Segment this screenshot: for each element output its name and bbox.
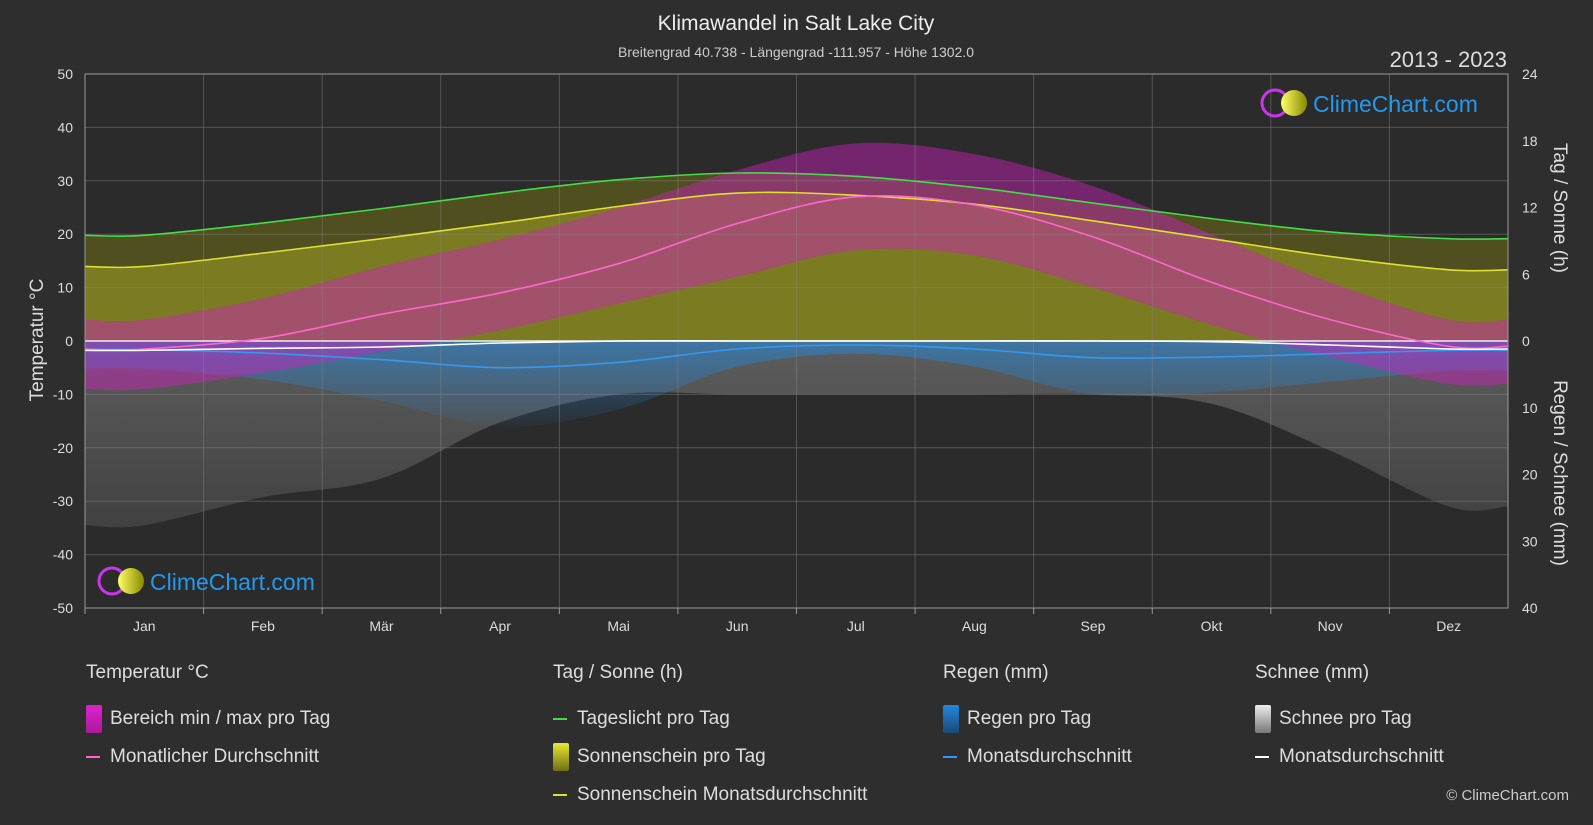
legend-label: Monatsdurchschnitt (967, 746, 1132, 767)
y-right-top-tick-label: 12 (1522, 200, 1538, 216)
legend-label: Schnee pro Tag (1279, 708, 1412, 729)
x-tick-label: Mär (369, 618, 393, 634)
axes: 50 40 30 20 10 0 -10 -20 -30 -40 -50 24 18 12 6 0 10 20 30… (53, 66, 1538, 634)
legend-item: Tageslicht pro Tag (553, 700, 867, 738)
x-tick-label: Nov (1318, 618, 1343, 634)
y-left-tick-label: 20 (57, 226, 73, 242)
x-tick-label: Apr (489, 618, 511, 634)
logo-sun-icon (118, 568, 144, 594)
y-left-tick-label: 40 (57, 119, 73, 135)
y-right-top-tick-label: 24 (1522, 66, 1538, 82)
y-right-bottom-tick-label: 40 (1522, 600, 1538, 616)
legend-item: Sonnenschein Monatsdurchschnitt (553, 776, 867, 814)
x-tick-label: Jan (133, 618, 156, 634)
y-right-bottom-label: Regen / Schnee (mm) (1549, 380, 1570, 566)
chart-title: Klimawandel in Salt Lake City (658, 12, 935, 35)
legend-label: Sonnenschein pro Tag (577, 746, 766, 767)
y-right-bottom-tick-label: 30 (1522, 533, 1538, 549)
rain-area (85, 341, 1508, 427)
x-tick-label: Aug (962, 618, 987, 634)
sunshine-swatch (553, 743, 569, 771)
chart-subtitle: Breitengrad 40.738 - Längengrad -111.957… (618, 44, 974, 60)
temp-range-area (85, 142, 1508, 391)
brand-logo-top: ClimeChart.com (1260, 88, 1478, 118)
y-left-tick-label: -10 (53, 386, 73, 402)
legend-item: Monatsdurchschnitt (943, 738, 1132, 776)
y-left-tick-label: -30 (53, 493, 73, 509)
snow-avg-swatch (1255, 756, 1269, 758)
y-left-tick-label: 10 (57, 280, 73, 296)
brand-text-top: ClimeChart.com (1313, 91, 1478, 117)
legend-item: Monatsdurchschnitt (1255, 738, 1444, 776)
legend-label: Sonnenschein Monatsdurchschnitt (577, 784, 868, 805)
legend-label: Tageslicht pro Tag (577, 708, 730, 729)
y-left-tick-label: -40 (53, 547, 73, 563)
legend-item: Regen pro Tag (943, 700, 1132, 738)
y-right-top-tick-label: 6 (1522, 266, 1530, 282)
rain-swatch (943, 705, 959, 733)
y-left-tick-label: 0 (65, 333, 73, 349)
legend: Temperatur °C Bereich min / max pro Tag … (0, 662, 1593, 805)
climate-chart: Klimawandel in Salt Lake City Breitengra… (27, 12, 1570, 634)
sunshine-avg-swatch (553, 794, 567, 796)
legend-label: Regen pro Tag (967, 708, 1092, 729)
legend-group-snow: Schnee (mm) Schnee pro Tag Monatsdurchsc… (1255, 662, 1444, 776)
x-tick-label: Feb (251, 618, 275, 634)
legend-group-title: Tag / Sonne (h) (553, 662, 683, 683)
legend-group-sun: Tag / Sonne (h) Tageslicht pro Tag Sonne… (553, 662, 867, 814)
legend-group-title: Temperatur °C (86, 662, 209, 683)
series-line-0 (84, 172, 1509, 240)
legend-group-title: Schnee (mm) (1255, 662, 1370, 683)
daylight-swatch (553, 718, 567, 720)
rain-avg-swatch (943, 756, 957, 758)
y-right-bottom-tick-label: 10 (1522, 400, 1538, 416)
brand-logo-bottom: ClimeChart.com (97, 566, 315, 596)
x-tick-label: Sep (1080, 618, 1105, 634)
legend-group-title: Regen (mm) (943, 662, 1049, 683)
y-left-tick-label: 30 (57, 173, 73, 189)
x-tick-label: Mai (607, 618, 630, 634)
series-line-4 (84, 340, 1509, 352)
y-right-top-label: Tag / Sonne (h) (1549, 143, 1570, 273)
series-line-3 (84, 344, 1509, 369)
series-line-1 (84, 191, 1509, 272)
y-right-top-tick-label: 0 (1522, 333, 1530, 349)
x-tick-label: Jul (847, 618, 865, 634)
y-left-tick-label: -20 (53, 440, 73, 456)
brand-text-bottom: ClimeChart.com (150, 569, 315, 595)
y-right-bottom-tick-label: 20 (1522, 467, 1538, 483)
legend-label: Bereich min / max pro Tag (110, 708, 331, 729)
logo-sun-icon (1281, 90, 1307, 116)
x-tick-label: Dez (1436, 618, 1461, 634)
y-left-label: Temperatur °C (27, 279, 48, 402)
series-line-2 (84, 195, 1509, 351)
temp-range-swatch (86, 705, 102, 733)
legend-item: Sonnenschein pro Tag (553, 738, 867, 776)
legend-group-rain: Regen (mm) Regen pro Tag Monatsdurchschn… (943, 662, 1132, 776)
series-lines (84, 172, 1509, 369)
y-right-top-tick-label: 18 (1522, 133, 1538, 149)
y-left-tick-label: 50 (57, 66, 73, 82)
x-tick-label: Okt (1201, 618, 1223, 634)
year-range: 2013 - 2023 (1390, 47, 1507, 72)
temp-avg-swatch (86, 756, 100, 758)
legend-item: Bereich min / max pro Tag (86, 700, 330, 738)
legend-label: Monatlicher Durchschnitt (110, 746, 320, 767)
legend-item: Schnee pro Tag (1255, 700, 1444, 738)
y-left-tick-label: -50 (53, 600, 73, 616)
snow-swatch (1255, 705, 1271, 733)
x-tick-label: Jun (726, 618, 749, 634)
legend-group-temperature: Temperatur °C Bereich min / max pro Tag … (86, 662, 330, 776)
legend-label: Monatsdurchschnitt (1279, 746, 1444, 767)
legend-item: Monatlicher Durchschnitt (86, 738, 330, 776)
copyright: © ClimeChart.com (1446, 787, 1569, 804)
